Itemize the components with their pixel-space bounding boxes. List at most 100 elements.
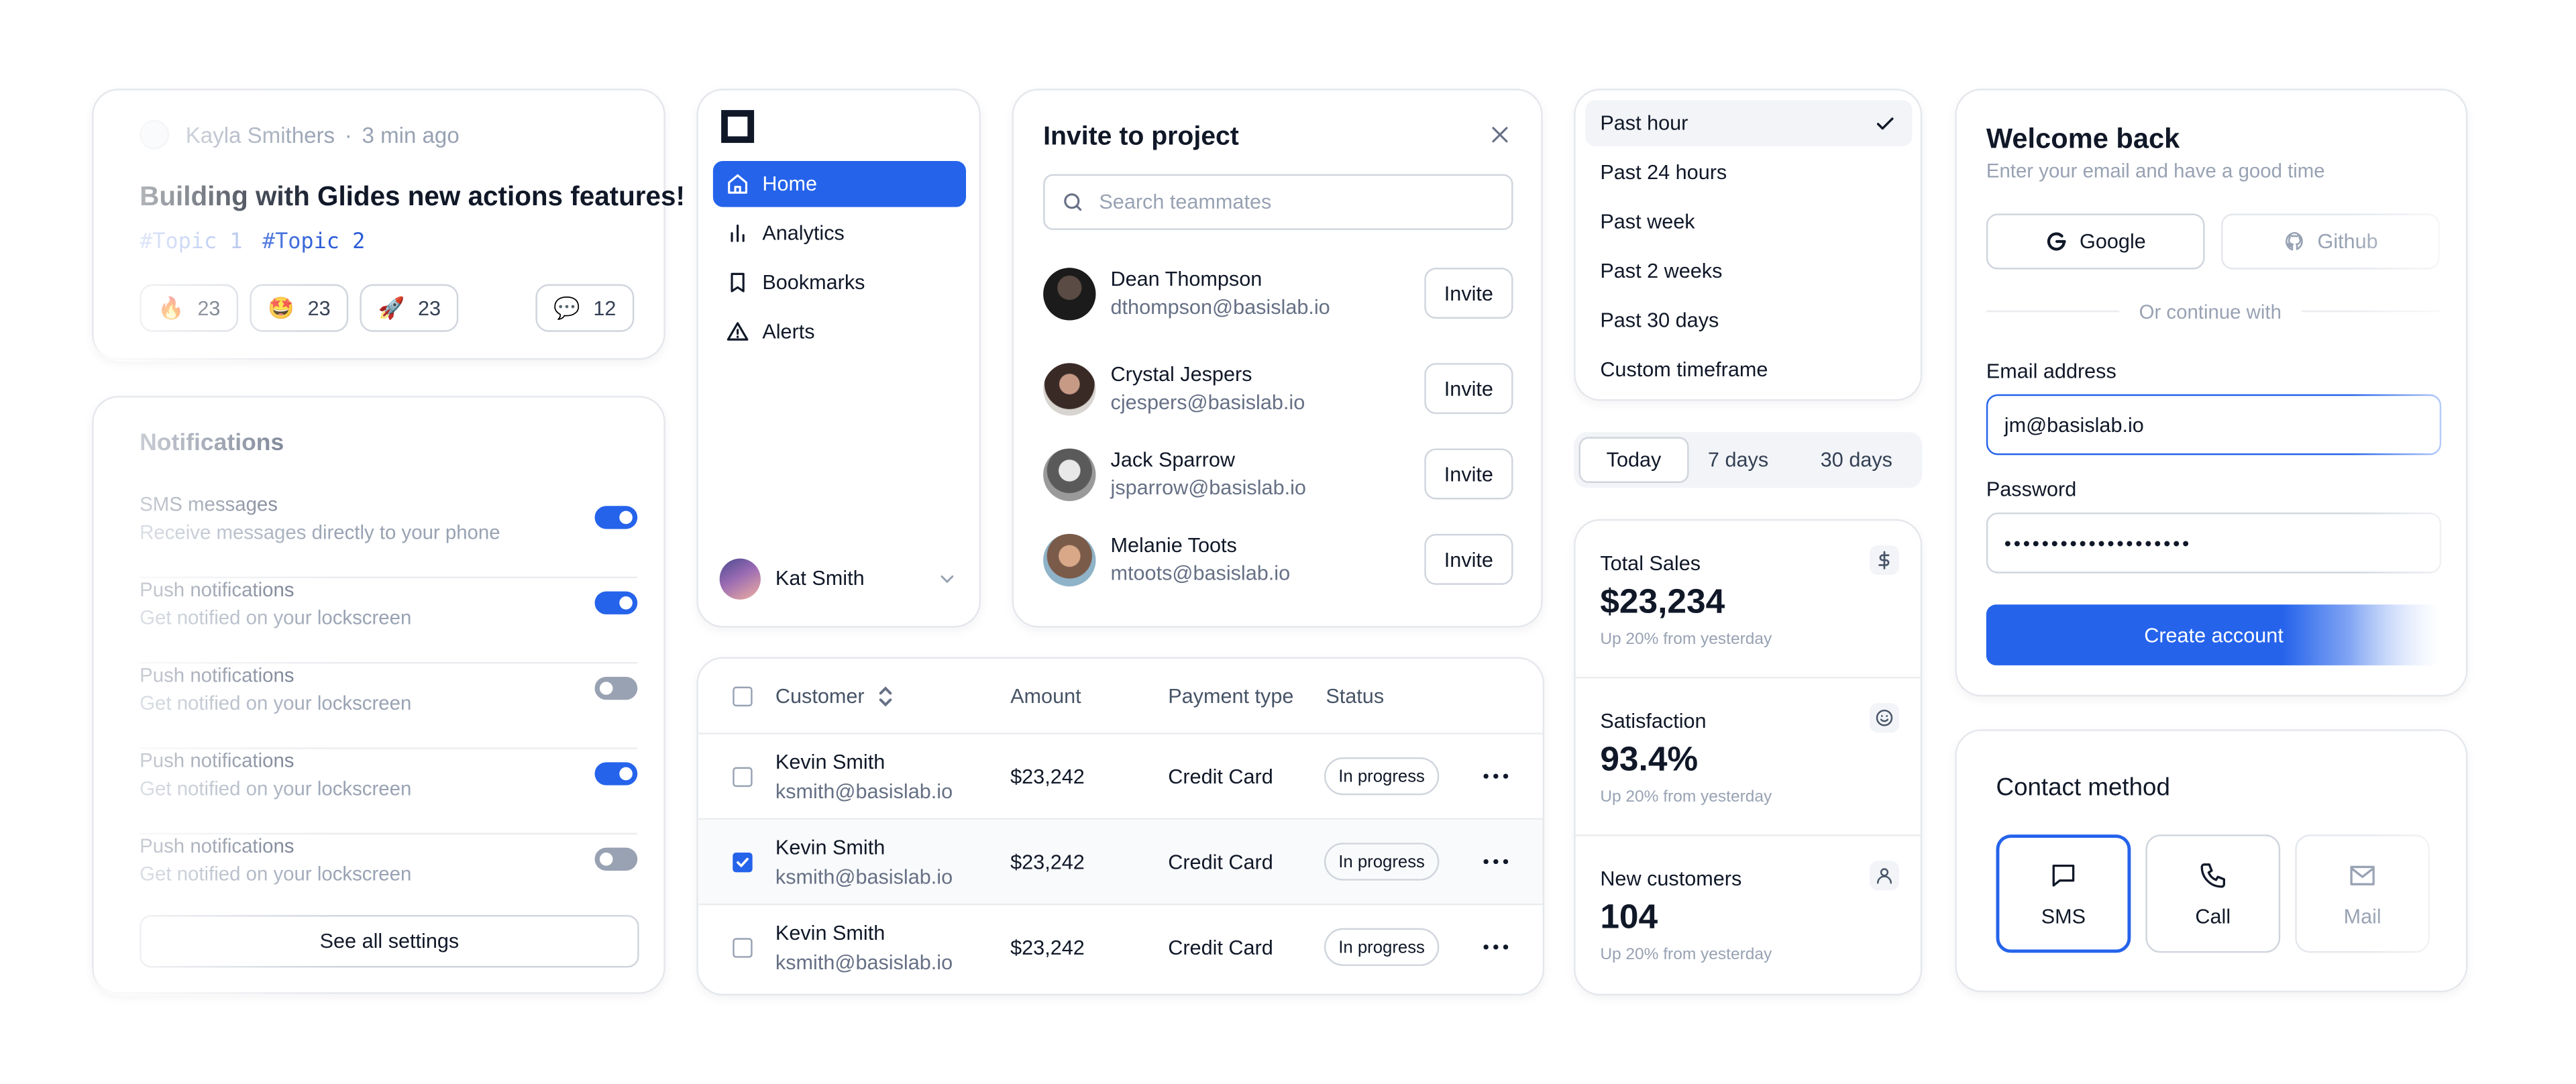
row-checkbox[interactable] [733, 853, 753, 873]
stat-value: 104 [1600, 898, 1658, 936]
menu-item-past-30-days[interactable]: Past 30 days [1600, 309, 1719, 332]
tag-link[interactable]: #Topic 2 [262, 229, 366, 255]
contact-option-sms[interactable]: SMS [1996, 834, 2131, 953]
more-icon[interactable] [1483, 859, 1509, 865]
stat-subtext: Up 20% from yesterday [1600, 788, 1772, 807]
rocket-emoji-icon: 🚀 [378, 294, 405, 320]
select-all-checkbox[interactable] [733, 686, 753, 707]
member-email: jsparrow@basislab.io [1110, 476, 1306, 500]
avatar [1043, 448, 1096, 501]
notification-setting: Push notifications Get notified on your … [140, 749, 638, 835]
member-name: Crystal Jespers [1110, 363, 1252, 386]
notifications-title: Notifications [140, 430, 284, 457]
push-toggle[interactable] [594, 847, 638, 871]
reaction-rocket-button[interactable]: 🚀 23 [360, 284, 459, 332]
github-button[interactable]: Github [2221, 213, 2440, 270]
login-card: Welcome back Enter your email and have a… [1955, 89, 2468, 697]
menu-item-past-week[interactable]: Past week [1600, 210, 1695, 233]
notifications-card: Notifications SMS messages Receive messa… [92, 396, 665, 996]
create-account-button[interactable]: Create account [1986, 604, 2442, 665]
tab-30-days[interactable]: 30 days [1820, 448, 1892, 472]
more-icon[interactable] [1483, 773, 1509, 779]
post-title[interactable]: Building with Glides new actions feature… [140, 182, 685, 212]
member-row: Dean Thompson dthompson@basislab.io Invi… [1043, 266, 1513, 322]
push-toggle[interactable] [594, 762, 638, 785]
invite-button[interactable]: Invite [1424, 448, 1513, 500]
avatar [1043, 268, 1096, 321]
menu-item-past-hour[interactable]: Past hour [1585, 100, 1913, 146]
user-menu[interactable]: Kat Smith [719, 557, 958, 600]
setting-description: Get notified on your lockscreen [140, 777, 412, 800]
status-badge: In progress [1324, 843, 1440, 881]
email-field[interactable]: jm@basislab.io [1986, 394, 2442, 455]
row-checkbox[interactable] [733, 767, 753, 788]
push-toggle[interactable] [594, 591, 638, 614]
table-row[interactable]: Kevin Smith ksmith@basislab.io $23,242 C… [698, 905, 1543, 990]
sort-icon [879, 686, 892, 707]
tab-7-days[interactable]: 7 days [1707, 448, 1769, 472]
google-button[interactable]: Google [1986, 213, 2205, 270]
sidebar-nav: Home Analytics Bookmarks Alerts Kat Smit… [696, 89, 981, 628]
menu-item-past-2-weeks[interactable]: Past 2 weeks [1600, 259, 1723, 283]
more-icon[interactable] [1483, 944, 1509, 950]
sidebar-item-label: Home [762, 172, 817, 196]
menu-item-custom-timeframe[interactable]: Custom timeframe [1600, 358, 1768, 382]
divider-text: Or continue with [2119, 301, 2302, 324]
fire-emoji-icon: 🔥 [158, 294, 184, 320]
customer-email: ksmith@basislab.io [775, 951, 953, 975]
notification-setting: Push notifications Get notified on your … [140, 834, 638, 920]
author-name[interactable]: Kayla Smithers [185, 122, 335, 148]
row-checkbox[interactable] [733, 938, 753, 958]
sms-toggle[interactable] [594, 506, 638, 529]
table-row[interactable]: Kevin Smith ksmith@basislab.io $23,242 C… [698, 820, 1543, 906]
speech-bubble-emoji-icon: 💬 [553, 294, 580, 320]
sidebar-item-home[interactable]: Home [712, 161, 967, 207]
invite-modal: Invite to project Search teammates Dean … [1012, 89, 1543, 628]
contact-option-mail[interactable]: Mail [2295, 834, 2430, 953]
contact-option-call[interactable]: Call [2145, 834, 2281, 953]
sidebar-item-bookmarks[interactable]: Bookmarks [713, 260, 966, 306]
invite-button[interactable]: Invite [1424, 363, 1513, 415]
search-input[interactable]: Search teammates [1043, 174, 1513, 230]
post-time: 3 min ago [362, 122, 460, 148]
password-field[interactable]: •••••••••••••••••••• [1986, 512, 2442, 574]
invite-button[interactable]: Invite [1424, 268, 1513, 319]
login-title: Welcome back [1986, 123, 2180, 155]
push-toggle[interactable] [594, 676, 638, 700]
starstruck-emoji-icon: 🤩 [268, 294, 295, 320]
customer-name: Kevin Smith [775, 836, 885, 859]
customer-name: Kevin Smith [775, 751, 885, 774]
setting-description: Receive messages directly to your phone [140, 521, 500, 544]
contact-method-card: Contact method SMS Call Mail [1955, 729, 2468, 993]
reaction-starstruck-button[interactable]: 🤩 23 [250, 284, 349, 332]
app-logo[interactable] [721, 110, 755, 144]
setting-title: Push notifications [140, 749, 294, 773]
column-header-status: Status [1326, 685, 1385, 708]
tab-today[interactable]: Today [1578, 437, 1689, 484]
warning-icon [727, 322, 749, 341]
password-label: Password [1986, 478, 2077, 501]
search-placeholder: Search teammates [1099, 191, 1272, 214]
stat-subtext: Up 20% from yesterday [1600, 946, 1772, 965]
member-row: Crystal Jespers cjespers@basislab.io Inv… [1043, 362, 1513, 417]
close-button[interactable] [1489, 123, 1511, 146]
notification-setting: SMS messages Receive messages directly t… [140, 493, 638, 579]
member-email: cjespers@basislab.io [1110, 390, 1305, 415]
reaction-count: 23 [417, 296, 441, 320]
column-header-customer[interactable]: Customer [775, 685, 894, 708]
sidebar-item-analytics[interactable]: Analytics [713, 210, 966, 256]
menu-item-past-24-hours[interactable]: Past 24 hours [1600, 161, 1727, 184]
tag-link[interactable]: #Topic 1 [140, 229, 243, 255]
message-icon [2052, 863, 2075, 886]
see-all-settings-button[interactable]: See all settings [140, 915, 639, 968]
column-header-payment: Payment type [1168, 685, 1294, 708]
reaction-fire-button[interactable]: 🔥 23 [140, 284, 239, 332]
member-name: Melanie Toots [1110, 533, 1237, 557]
bar-chart-icon [731, 224, 745, 242]
google-label: Google [2080, 229, 2146, 254]
invite-button[interactable]: Invite [1424, 533, 1513, 585]
comments-button[interactable]: 💬 12 [535, 284, 635, 332]
sidebar-item-alerts[interactable]: Alerts [713, 309, 966, 355]
table-row[interactable]: Kevin Smith ksmith@basislab.io $23,242 C… [698, 735, 1543, 820]
avatar [719, 557, 761, 599]
